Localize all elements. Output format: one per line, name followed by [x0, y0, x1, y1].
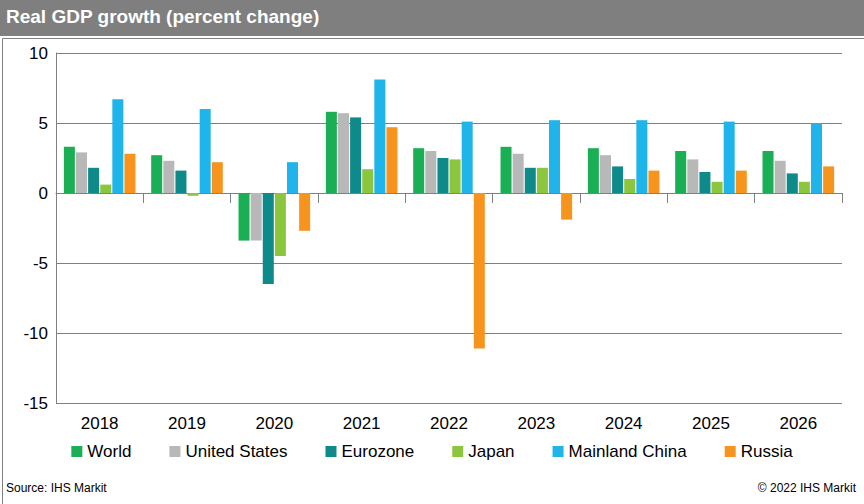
- svg-text:2020: 2020: [255, 414, 293, 433]
- svg-text:2019: 2019: [168, 414, 206, 433]
- svg-text:© 2022 IHS Markit: © 2022 IHS Markit: [758, 481, 857, 495]
- svg-text:-10: -10: [23, 324, 48, 343]
- svg-text:-5: -5: [33, 254, 48, 273]
- svg-text:2018: 2018: [81, 414, 119, 433]
- svg-text:Source: IHS Markit: Source: IHS Markit: [6, 481, 107, 495]
- svg-text:10: 10: [29, 44, 48, 63]
- svg-text:Real GDP growth (percent chang: Real GDP growth (percent change): [6, 6, 319, 27]
- svg-text:5: 5: [39, 114, 48, 133]
- svg-text:Eurozone: Eurozone: [341, 442, 414, 461]
- svg-text:2024: 2024: [605, 414, 643, 433]
- svg-text:Japan: Japan: [468, 442, 514, 461]
- svg-text:2025: 2025: [692, 414, 730, 433]
- svg-text:World: World: [87, 442, 131, 461]
- svg-text:0: 0: [39, 184, 48, 203]
- svg-text:United States: United States: [185, 442, 287, 461]
- svg-text:2023: 2023: [517, 414, 555, 433]
- svg-text:Mainland China: Mainland China: [569, 442, 688, 461]
- svg-text:2022: 2022: [430, 414, 468, 433]
- svg-text:2021: 2021: [343, 414, 381, 433]
- svg-text:Russia: Russia: [741, 442, 794, 461]
- svg-text:-15: -15: [23, 394, 48, 413]
- svg-text:2026: 2026: [779, 414, 817, 433]
